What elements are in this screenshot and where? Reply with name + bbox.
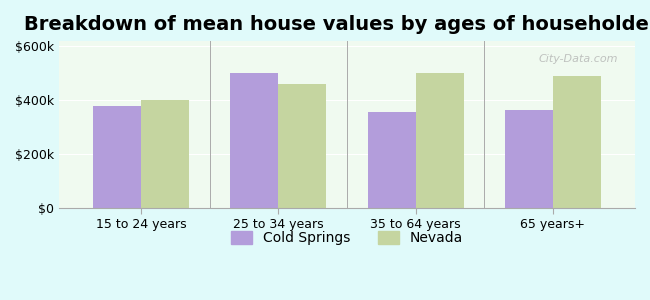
Bar — [230, 73, 278, 208]
Text: City-Data.com: City-Data.com — [538, 54, 617, 64]
Title: Breakdown of mean house values by ages of householders: Breakdown of mean house values by ages o… — [24, 15, 650, 34]
Bar — [278, 84, 326, 208]
Bar — [552, 76, 601, 208]
Legend: Cold Springs, Nevada: Cold Springs, Nevada — [226, 226, 469, 251]
Bar — [504, 110, 552, 208]
Bar — [141, 100, 189, 208]
Bar — [93, 106, 141, 208]
Bar — [367, 112, 415, 208]
Bar — [415, 73, 463, 208]
